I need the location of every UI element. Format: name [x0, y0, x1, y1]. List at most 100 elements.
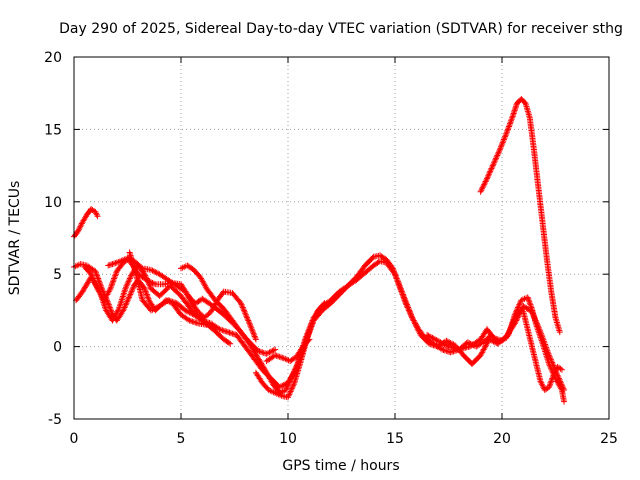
- data-point-run: [265, 387, 277, 396]
- data-point-run: [126, 284, 137, 299]
- data-point: [561, 398, 568, 405]
- y-tick-label: 0: [53, 340, 62, 356]
- x-tick-label: 25: [600, 431, 618, 447]
- data-point-run: [107, 269, 120, 292]
- data-point-run: [304, 319, 317, 341]
- data-point-run: [529, 343, 539, 366]
- x-tick-label: 20: [493, 431, 511, 447]
- data-point-run: [237, 300, 252, 325]
- data-point-run: [88, 271, 100, 291]
- data-marks: [71, 96, 568, 405]
- data-point-run: [315, 301, 327, 314]
- data-point-run: [541, 385, 551, 393]
- data-point-run: [511, 304, 526, 327]
- data-point-run: [377, 252, 389, 262]
- data-point-run: [477, 177, 490, 195]
- data-point-run: [229, 290, 243, 305]
- data-point-run: [113, 260, 126, 275]
- data-point-run: [109, 307, 122, 324]
- data-point-run: [73, 289, 85, 304]
- series-arc-9: [263, 336, 313, 365]
- data-point-run: [537, 329, 552, 357]
- data-point-run: [259, 379, 271, 392]
- data-point-run: [201, 310, 213, 321]
- data-point-run: [210, 326, 226, 342]
- data-point-run: [190, 311, 204, 323]
- data-point-run: [518, 96, 528, 106]
- data-point-run: [344, 275, 359, 289]
- data-point-run: [126, 249, 139, 276]
- data-point-run: [554, 363, 564, 372]
- y-tick-label: 15: [44, 122, 62, 138]
- x-axis-label: GPS time / hours: [282, 458, 399, 474]
- data-point-run: [246, 320, 259, 341]
- data-point-run: [143, 277, 157, 287]
- data-point: [252, 336, 259, 343]
- data-point-run: [473, 338, 487, 350]
- data-point: [94, 213, 101, 220]
- data-point-run: [252, 369, 265, 385]
- data-point-run: [148, 303, 162, 314]
- data-point-run: [529, 308, 543, 334]
- data-point-run: [184, 262, 196, 272]
- data-point: [306, 336, 313, 343]
- data-point-run: [173, 300, 188, 313]
- data-point-run: [546, 352, 560, 378]
- data-point-run: [101, 287, 113, 304]
- x-tick-label: 15: [386, 431, 404, 447]
- x-tick-label: 10: [279, 431, 297, 447]
- data-point-run: [212, 297, 226, 311]
- data-point-run: [535, 184, 546, 225]
- data-point-run: [287, 354, 299, 365]
- data-point-run: [310, 308, 325, 324]
- data-point-run: [263, 347, 277, 357]
- data-point-run: [276, 387, 288, 396]
- data-point-run: [184, 291, 194, 303]
- data-point-run: [246, 340, 261, 360]
- data-point-run: [75, 220, 85, 234]
- y-tick-label: 20: [44, 50, 62, 66]
- data-point-run: [319, 301, 333, 314]
- data-point-run: [88, 206, 97, 214]
- grid-lines: [74, 57, 609, 419]
- y-tick-label: 5: [53, 267, 62, 283]
- data-point-run: [276, 380, 290, 391]
- y-tick-label: 10: [44, 195, 62, 211]
- data-point-run: [113, 308, 126, 324]
- data-point-run: [533, 361, 544, 383]
- data-point-run: [543, 256, 554, 293]
- data-point: [321, 300, 328, 307]
- y-axis-label: SDTVAR / TECUs: [7, 181, 23, 296]
- data-point-run: [210, 303, 226, 317]
- data-point-run: [494, 334, 509, 347]
- data-point-run: [477, 337, 492, 359]
- data-point-run: [518, 295, 530, 304]
- data-point-run: [79, 275, 94, 295]
- data-point-run: [122, 272, 135, 292]
- data-point-run: [120, 294, 132, 314]
- data-point-run: [336, 283, 350, 298]
- data-point-run: [203, 285, 218, 302]
- data-point-run: [409, 314, 421, 331]
- data-point-run: [133, 271, 146, 302]
- data-point-run: [178, 281, 190, 296]
- data-point-run: [197, 274, 209, 291]
- data-point-run: [546, 374, 556, 391]
- data-point-run: [178, 311, 192, 323]
- y-tick-label: -5: [48, 412, 62, 428]
- data-point-run: [113, 255, 129, 266]
- data-point-run: [496, 132, 509, 153]
- data-point-run: [327, 292, 342, 307]
- data-point-run: [531, 148, 542, 189]
- data-point-run: [362, 263, 376, 276]
- data-point-run: [291, 359, 304, 386]
- data-point: [558, 366, 565, 373]
- data-point-run: [208, 320, 222, 332]
- data-point-run: [422, 334, 436, 346]
- data-point-run: [133, 259, 145, 271]
- data-point-run: [190, 266, 203, 279]
- data-point-run: [539, 340, 552, 366]
- data-point-run: [415, 326, 427, 340]
